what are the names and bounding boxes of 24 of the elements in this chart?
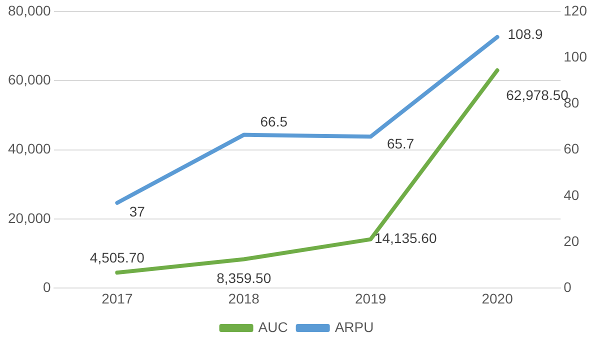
legend-label: ARPU: [334, 318, 374, 335]
data-label: 8,359.50: [216, 270, 272, 286]
x-tick-label: 2019: [355, 290, 386, 306]
y-tick-label: 80,000: [8, 2, 52, 18]
x-tick-label: 2017: [102, 290, 133, 306]
y-tick-label: 40,000: [8, 140, 52, 157]
y2-tick-label: 0: [564, 279, 572, 296]
y2-tick-label: 60: [564, 140, 580, 157]
y2-tick-label: 40: [564, 186, 580, 203]
y2-tick-label: 120: [564, 2, 588, 18]
x-tick-label: 2020: [482, 290, 514, 306]
x-tick-label: 2018: [228, 290, 260, 306]
legend-label: AUC: [258, 318, 288, 335]
data-label: 108.9: [508, 26, 544, 42]
y2-tick-label: 20: [564, 232, 580, 249]
y-tick-label: 0: [43, 279, 52, 296]
y-tick-label: 60,000: [8, 71, 52, 88]
y-tick-label: 20,000: [8, 210, 52, 226]
data-label: 65.7: [386, 136, 414, 152]
data-label: 37: [129, 204, 146, 220]
data-label: 66.5: [260, 114, 288, 130]
y2-tick-label: 100: [564, 48, 588, 64]
data-label: 14,135.60: [374, 230, 437, 246]
data-label: 4,505.70: [90, 249, 145, 266]
